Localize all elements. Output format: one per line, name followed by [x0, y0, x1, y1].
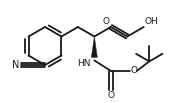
Text: OH: OH	[145, 17, 159, 26]
Text: O: O	[103, 17, 110, 26]
Text: O: O	[130, 66, 137, 75]
Text: HN: HN	[77, 59, 90, 68]
Text: O: O	[107, 91, 114, 100]
Polygon shape	[91, 36, 97, 57]
Text: N: N	[12, 60, 20, 70]
